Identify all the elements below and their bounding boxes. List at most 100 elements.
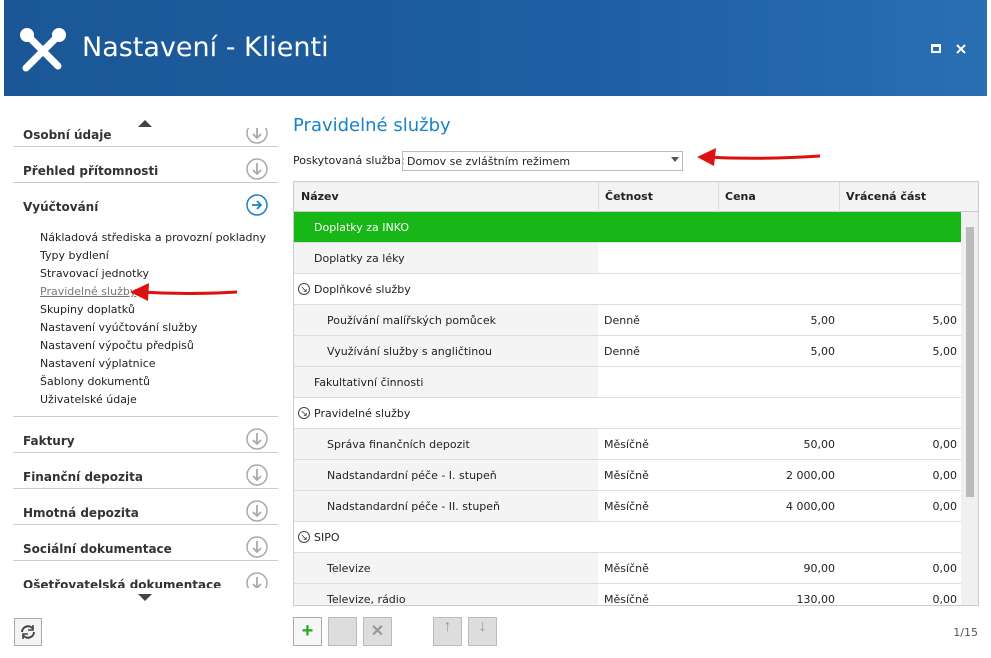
scroll-down[interactable] (137, 593, 153, 603)
table-row[interactable]: Využívání služby s angličtinou Denně 5,00 5… (294, 336, 961, 367)
table-row[interactable]: Nadstandardní péče - II. stupeň Měsíčně 4 … (294, 491, 961, 522)
section-divider (13, 182, 278, 183)
scroll-up[interactable] (137, 118, 153, 128)
expand-icon[interactable] (245, 535, 269, 559)
nav-item: Uživatelské údaje (40, 393, 137, 406)
sidebar: Osobní údaje Přehled přítomnosti Vyúčtován… (13, 128, 278, 588)
cell: 0,00 (932, 593, 958, 606)
nav-item: Pravidelné služby (40, 285, 137, 298)
refresh-button[interactable] (14, 618, 42, 646)
service-name: Využívání služby s angličtinou (327, 345, 492, 358)
cell: 0,00 (932, 500, 958, 513)
group-toggle[interactable]: ↘ (298, 531, 310, 543)
section-header: Vyúčtování (23, 200, 99, 214)
nav-item: Typy bydlení (40, 249, 109, 262)
nav-item: Nastavení výplatnice (40, 357, 156, 370)
app-icon (20, 28, 66, 72)
section-divider (13, 416, 278, 417)
section-divider (13, 146, 278, 147)
scroll-thumb[interactable] (966, 227, 974, 497)
column-header: Název (301, 190, 339, 203)
table-row[interactable]: Fakultativní činnosti (294, 367, 961, 398)
group-toggle[interactable]: ↘ (298, 283, 310, 295)
expand-icon[interactable] (245, 427, 269, 451)
title-bar (4, 0, 987, 96)
cell: 2 000,00 (786, 469, 835, 482)
name-cell-bg (294, 460, 598, 490)
name-cell-bg (294, 367, 598, 397)
cell: 5,00 (810, 345, 836, 358)
nav-item: Šablony dokumentů (40, 375, 150, 388)
cell: 50,00 (803, 438, 836, 451)
section-header: Osobní údaje (23, 128, 112, 142)
table-row[interactable]: Správa finančních depozit Měsíčně 50,00 0,0… (294, 429, 961, 460)
edit-button[interactable] (328, 617, 357, 646)
section-header: Ošetřovatelská dokumentace (23, 578, 222, 588)
table-row[interactable]: Používání malířských pomůcek Denně 5,00 5,0… (294, 305, 961, 336)
filter-label: Poskytovaná služba: (293, 154, 405, 167)
services-table: Název Četnost Cena Vrácená část Doplatky za … (293, 181, 979, 606)
name-cell-bg (294, 243, 598, 273)
name-cell-bg (294, 305, 598, 335)
column-header: Vrácená část (846, 190, 927, 203)
close-button[interactable] (955, 43, 967, 55)
service-name: Doplatky za léky (314, 252, 405, 265)
service-name: Televize (327, 562, 371, 575)
service-name: Pravidelné služby (314, 407, 411, 420)
table-header (294, 182, 978, 212)
cell: 5,00 (810, 314, 836, 327)
expand-icon[interactable] (245, 463, 269, 487)
filter-select[interactable]: Domov se zvláštním režimem (402, 151, 683, 171)
table-row[interactable]: Televize, rádio Měsíčně 130,00 0,00 (294, 584, 961, 606)
move-down-button[interactable]: ↓ (468, 617, 497, 646)
expand-icon[interactable] (245, 571, 269, 588)
table-row[interactable]: Televize Měsíčně 90,00 0,00 (294, 553, 961, 584)
cell: 0,00 (932, 438, 958, 451)
table-row[interactable]: Doplatky za léky (294, 243, 961, 274)
section-divider (13, 488, 278, 489)
service-name: Správa finančních depozit (327, 438, 470, 451)
expand-icon[interactable] (245, 193, 269, 217)
column-header: Cena (725, 190, 756, 203)
cell: Denně (604, 314, 640, 327)
section-divider (13, 524, 278, 525)
name-cell-bg (294, 336, 598, 366)
nav-item: Stravovací jednotky (40, 267, 149, 280)
section-header: Hmotná depozita (23, 506, 139, 520)
dropdown-arrow (671, 157, 679, 162)
maximize-button[interactable] (931, 44, 941, 53)
cell: 4 000,00 (786, 500, 835, 513)
move-up-button[interactable]: ↑ (433, 617, 462, 646)
name-cell-bg (294, 584, 598, 605)
table-row[interactable]: Doplatky za INKO (294, 212, 961, 243)
service-name: SIPO (314, 531, 340, 544)
section-divider (13, 452, 278, 453)
delete-button[interactable]: ✕ (363, 617, 392, 646)
cell: 90,00 (803, 562, 836, 575)
table-row[interactable]: Nadstandardní péče - I. stupeň Měsíčně 2 0… (294, 460, 961, 491)
section-header: Sociální dokumentace (23, 542, 172, 556)
add-button[interactable]: + (293, 617, 322, 646)
name-cell-bg (294, 491, 598, 521)
name-cell-bg (294, 429, 598, 459)
nav-item: Nastavení vyúčtování služby (40, 321, 198, 334)
table-row[interactable]: ↘ Pravidelné služby (294, 398, 961, 429)
section-divider (13, 560, 278, 561)
section-header: Přehled přítomnosti (23, 164, 159, 178)
group-toggle[interactable]: ↘ (298, 407, 310, 419)
cell: 5,00 (932, 345, 958, 358)
cell: Měsíčně (604, 469, 649, 482)
service-name: Nadstandardní péče - I. stupeň (327, 469, 497, 482)
service-name: Fakultativní činnosti (314, 376, 424, 389)
expand-icon[interactable] (245, 157, 269, 181)
cell: 130,00 (796, 593, 836, 606)
cell: Denně (604, 345, 640, 358)
expand-icon[interactable] (245, 499, 269, 523)
window-title: Nastavení - Klienti (82, 32, 329, 63)
name-cell-bg (294, 553, 598, 583)
table-scrollbar (961, 212, 978, 605)
table-row[interactable]: ↘ Doplňkové služby (294, 274, 961, 305)
table-row[interactable]: ↘ SIPO (294, 522, 961, 553)
section-header: Faktury (23, 434, 75, 448)
expand-icon[interactable] (245, 128, 269, 145)
